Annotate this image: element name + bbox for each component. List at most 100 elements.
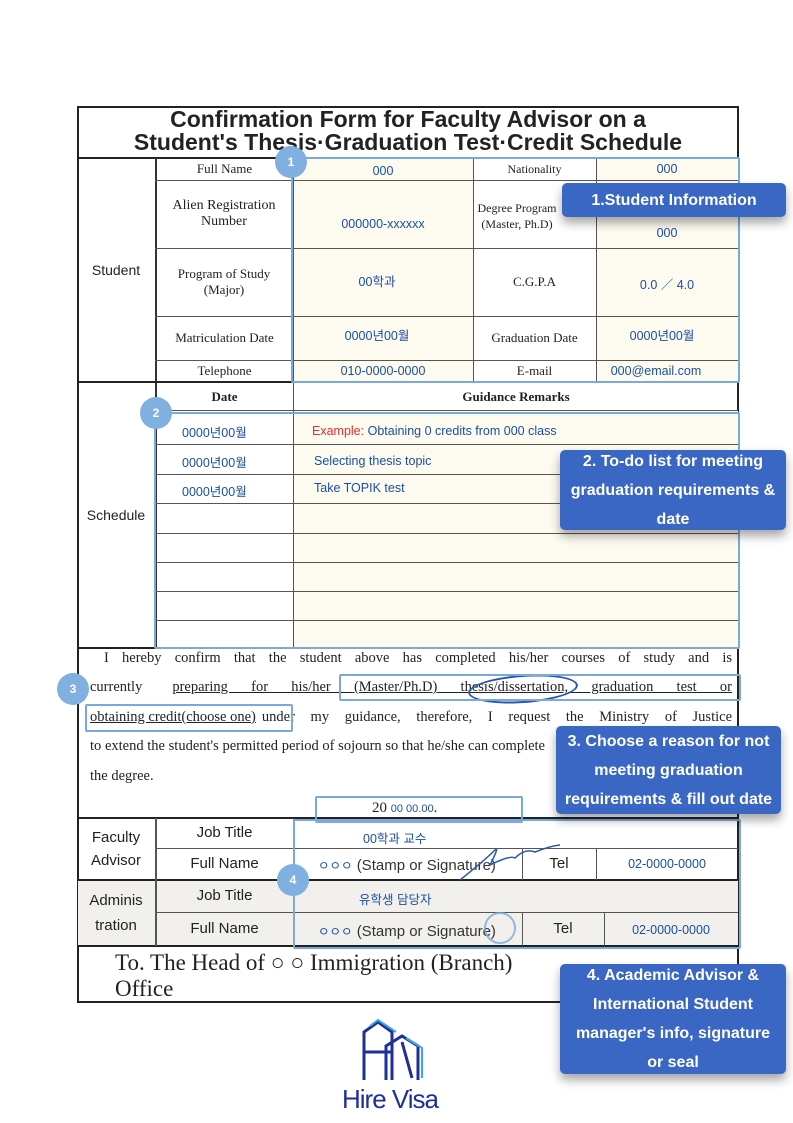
admin-section-label: Adminis tration (89, 892, 143, 934)
faculty-section-label: Faculty Advisor (90, 829, 142, 869)
title-line-2: Student's Thesis·Graduation Test·Credit … (133, 129, 683, 155)
highlight-signatures (293, 819, 741, 949)
form-title: Confirmation Form for Faculty Advisor on… (77, 108, 739, 154)
schedule-section-label: Schedule (86, 507, 146, 523)
divider (155, 360, 738, 361)
divider (155, 503, 738, 504)
admin-name-label: Full Name (190, 920, 259, 937)
footer-recipient: To. The Head of ○ ○ Immigration (Branch)… (115, 950, 513, 1001)
divider (293, 158, 294, 648)
divider (522, 912, 523, 946)
highlight-reason (339, 674, 741, 701)
faculty-name-label: Full Name (190, 855, 259, 872)
divider (522, 848, 523, 880)
divider (155, 248, 738, 249)
alien-reg-label: Alien Registration Number (172, 198, 276, 229)
statement-line-3: obtaining credit(choose one) under my gui… (90, 703, 732, 733)
statement-line-1: I hereby confirm that the student above … (104, 650, 732, 666)
schedule-remark-3: Take TOPIK test (314, 481, 405, 495)
full-name-value: 000 (372, 164, 394, 178)
divider (155, 533, 738, 534)
highlight-student-info (291, 157, 740, 383)
admin-job-label: Job Title (196, 887, 253, 904)
tel-value: 010-0000-0000 (340, 364, 426, 378)
sign-date: 20 00 00.00. (372, 800, 437, 817)
schedule-remark-2: Selecting thesis topic (314, 454, 432, 468)
divider (155, 912, 738, 913)
statement-line-5: degree. (111, 767, 154, 784)
divider (155, 620, 738, 621)
step-badge-4: 4 (277, 864, 309, 896)
divider (596, 158, 597, 382)
divider (155, 591, 738, 592)
statement-line-4-text: to extend the student's permitted period… (90, 738, 545, 784)
admin-bg (78, 880, 738, 946)
logo-visa: Visa (391, 1084, 439, 1114)
divider (77, 817, 739, 819)
callout-signatures: 4. Academic Advisor & International Stud… (560, 964, 786, 1074)
schedule-remark-1: Example: Obtaining 0 credits from 000 cl… (312, 424, 557, 438)
grad-value: 0000년00월 (629, 329, 695, 343)
text: under my guidance, therefore, I request … (261, 709, 732, 725)
reason-option-credit[interactable]: obtaining credit(choose one) (90, 709, 256, 725)
email-value: 000@email.com (610, 364, 702, 378)
remarks-header: Guidance Remarks (462, 389, 570, 404)
faculty-job-label: Job Title (196, 824, 253, 841)
divider (155, 562, 738, 563)
cell-bg (293, 159, 473, 382)
divider (155, 818, 157, 946)
example-label: Example: (312, 424, 365, 438)
divider (155, 848, 738, 849)
degree-value: 000 (656, 226, 678, 240)
date-value[interactable]: 00 00.00 (390, 803, 434, 815)
divider (77, 879, 739, 881)
faculty-name-value: ㅇㅇㅇ (318, 859, 353, 873)
faculty-tel-value: 02-0000-0000 (628, 857, 706, 871)
matric-value: 0000년00월 (344, 329, 410, 343)
schedule-date-1: 0000년00월 (182, 426, 247, 440)
highlight-date (315, 796, 523, 823)
faculty-job-value: 00학과 교수 (363, 832, 427, 846)
divider (155, 444, 738, 445)
callout-reason: 3. Choose a reason for not meeting gradu… (556, 726, 781, 814)
faculty-stamp[interactable]: (Stamp or Signature) (356, 857, 496, 874)
callout-student-info: 1.Student Information (562, 183, 786, 217)
step-badge-3: 3 (57, 673, 89, 705)
title-line-1: Confirmation Form for Faculty Advisor on… (170, 106, 646, 132)
year-prefix: 20 (372, 800, 387, 816)
admin-tel-label: Tel (553, 920, 573, 937)
statement-line-2: currently preparing for his/her (Master/P… (90, 673, 732, 703)
reason-options[interactable]: preparing for his/her (Master/Ph.D) thes… (172, 679, 732, 695)
degree-label: Degree Program (Master, Ph.D) (477, 201, 557, 231)
cgpa-value: 0.0 ／ 4.0 (639, 278, 695, 292)
full-name-label: Full Name (196, 161, 253, 176)
divider (155, 180, 738, 181)
building-logo-icon (362, 1018, 423, 1080)
divider (473, 158, 474, 382)
step-badge-2: 2 (140, 397, 172, 429)
alien-reg-value: 000000-xxxxxx (341, 217, 425, 231)
program-value: 00학과 (358, 275, 396, 289)
nationality-label: Nationality (507, 162, 562, 176)
email-label: E-mail (516, 363, 553, 378)
remark-text: Obtaining 0 credits from 000 class (367, 424, 557, 438)
program-label: Program of Study (Major) (177, 266, 271, 297)
signature-icon (459, 844, 561, 881)
highlight-schedule (154, 412, 740, 649)
cgpa-label: C.G.P.A (513, 274, 556, 289)
callout-schedule: 2. To-do list for meeting graduation req… (560, 450, 786, 530)
logo-text: Hire Visa (342, 1084, 439, 1115)
grad-label: Graduation Date (491, 330, 578, 345)
divider (155, 410, 738, 411)
faculty-tel-label: Tel (549, 855, 569, 872)
admin-job-value: 유학생 담당자 (359, 893, 432, 907)
admin-name-value: ㅇㅇㅇ (318, 925, 353, 939)
seal-icon (484, 912, 516, 944)
divider (77, 945, 739, 947)
nationality-value: 000 (656, 162, 678, 176)
divider (596, 848, 597, 880)
logo-hire: Hire (342, 1084, 387, 1114)
admin-stamp[interactable]: (Stamp or Signature) (356, 923, 496, 940)
date-header: Date (211, 389, 238, 404)
divider (155, 316, 738, 317)
